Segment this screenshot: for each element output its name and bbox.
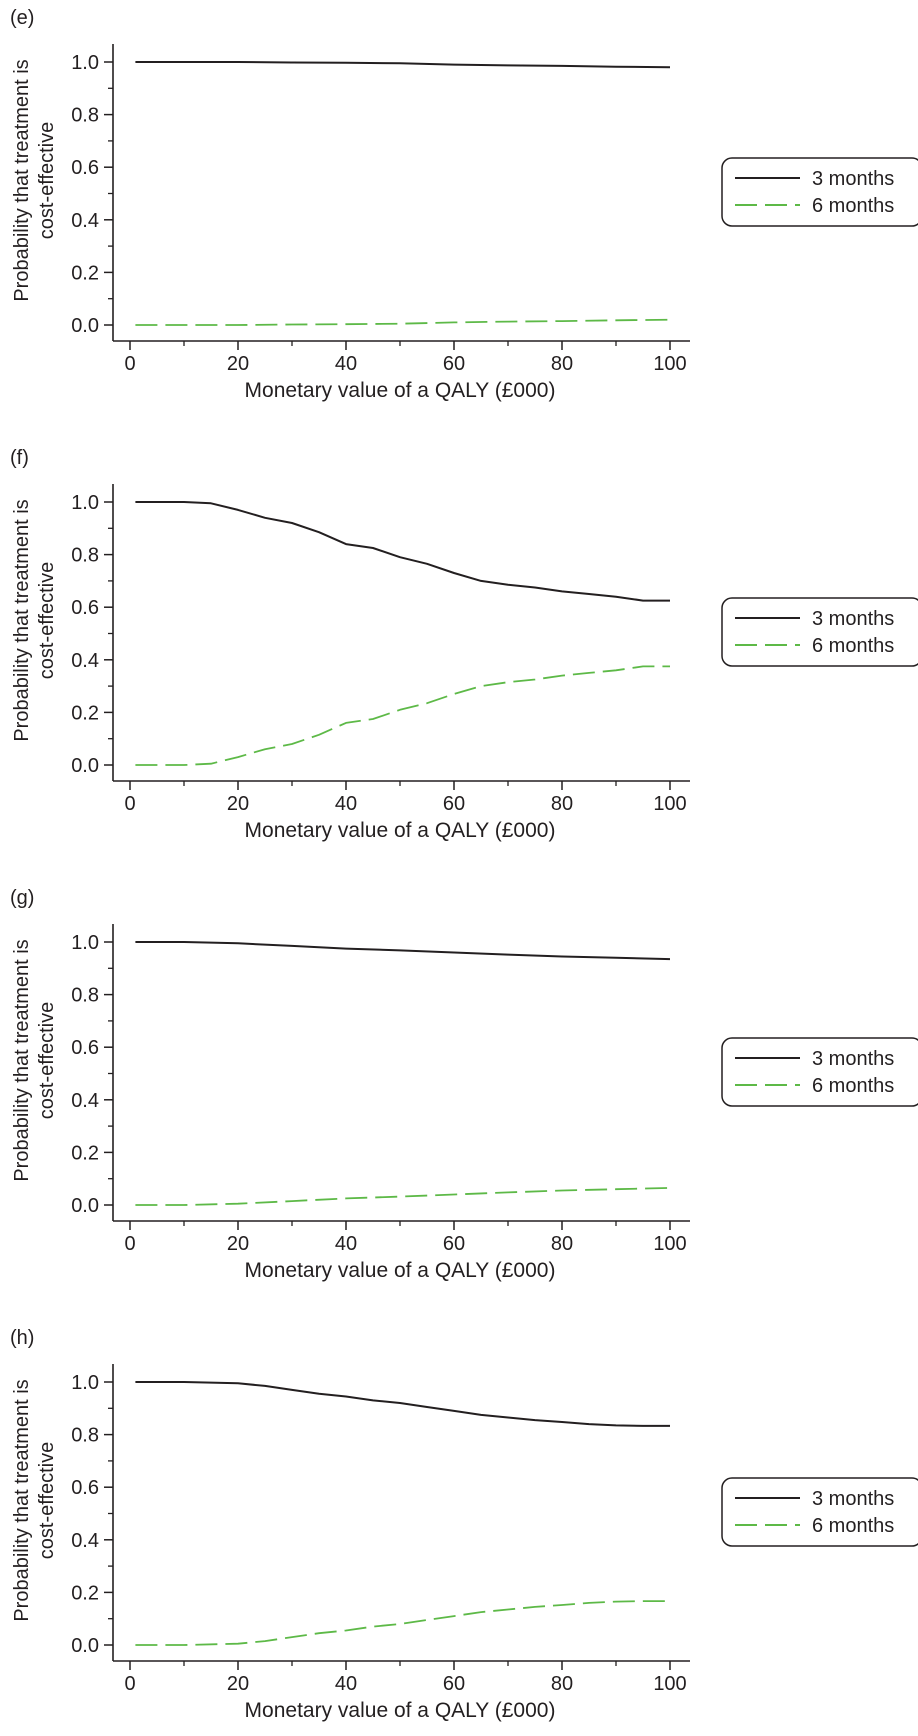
panel-label: (h) bbox=[10, 1327, 34, 1349]
x-tick-label: 20 bbox=[227, 353, 249, 375]
x-tick-label: 80 bbox=[551, 353, 573, 375]
legend-label: 6 months bbox=[812, 1515, 894, 1537]
y-axis-label: Probability that treatment is cost-effect… bbox=[11, 939, 58, 1181]
series-line-3-months bbox=[135, 941, 671, 961]
y-tick-label: 1.0 bbox=[71, 52, 99, 74]
legend-label: 3 months bbox=[812, 608, 894, 630]
y-tick-label: 0.8 bbox=[71, 1425, 99, 1447]
y-tick-label: 0.8 bbox=[71, 985, 99, 1007]
x-tick-label: 100 bbox=[653, 353, 686, 375]
legend-label: 6 months bbox=[812, 1075, 894, 1097]
series-line-6-months bbox=[135, 318, 671, 326]
x-tick-label: 0 bbox=[124, 1233, 135, 1255]
legend-box bbox=[721, 157, 918, 227]
x-tick-label: 40 bbox=[335, 353, 357, 375]
panel-label: (e) bbox=[10, 7, 34, 29]
x-axis-label: Monetary value of a QALY (£000) bbox=[245, 1699, 556, 1722]
y-tick-label: 0.2 bbox=[71, 1582, 99, 1604]
y-axis-label-line: cost-effective bbox=[36, 1002, 58, 1119]
chart-panel-1: (e) 0.0 0.2 0.4 0.6 0.8 1.0 0 20 40 60 80 100 Monetar… bbox=[10, 7, 918, 402]
x-tick-label: 40 bbox=[335, 1673, 357, 1695]
x-tick-label: 0 bbox=[124, 793, 135, 815]
legend-label: 3 months bbox=[812, 1488, 894, 1510]
x-tick-label: 100 bbox=[653, 1233, 686, 1255]
legend-box bbox=[721, 1037, 918, 1107]
x-tick-label: 0 bbox=[124, 353, 135, 375]
panel-label: (f) bbox=[10, 447, 29, 469]
y-axis-label-line: Probability that treatment is bbox=[11, 939, 33, 1181]
legend: 3 months 6 months bbox=[721, 157, 918, 227]
panel-label: (g) bbox=[10, 887, 34, 909]
x-axis-label: Monetary value of a QALY (£000) bbox=[245, 819, 556, 842]
legend-label: 6 months bbox=[812, 195, 894, 217]
y-tick-label: 0.6 bbox=[71, 597, 99, 619]
legend-box bbox=[721, 597, 918, 667]
y-tick-label: 0.6 bbox=[71, 1037, 99, 1059]
y-tick-label: 0.8 bbox=[71, 545, 99, 567]
y-tick-label: 0.2 bbox=[71, 262, 99, 284]
y-axis-label: Probability that treatment is cost-effect… bbox=[11, 499, 58, 741]
x-tick-label: 60 bbox=[443, 793, 465, 815]
y-axis-label-line: cost-effective bbox=[36, 1442, 58, 1559]
x-axis-label: Monetary value of a QALY (£000) bbox=[245, 379, 556, 402]
legend-label: 6 months bbox=[812, 635, 894, 657]
legend-box bbox=[721, 1477, 918, 1547]
x-tick-label: 80 bbox=[551, 793, 573, 815]
legend: 3 months 6 months bbox=[721, 1037, 918, 1107]
x-tick-label: 20 bbox=[227, 1673, 249, 1695]
series-line-6-months bbox=[135, 1187, 671, 1206]
y-tick-label: 0.4 bbox=[71, 650, 99, 672]
y-tick-label: 0.0 bbox=[71, 755, 99, 777]
chart-panel-2: (f) 0.0 0.2 0.4 0.6 0.8 1.0 0 20 40 60 80 100 Monetar… bbox=[10, 447, 918, 842]
y-tick-label: 1.0 bbox=[71, 492, 99, 514]
y-axis-label-line: cost-effective bbox=[36, 562, 58, 679]
series-line-3-months bbox=[135, 1381, 670, 1427]
x-tick-label: 60 bbox=[443, 353, 465, 375]
x-tick-label: 100 bbox=[653, 1673, 686, 1695]
x-tick-label: 80 bbox=[551, 1673, 573, 1695]
x-tick-label: 100 bbox=[653, 793, 686, 815]
x-tick-label: 40 bbox=[335, 793, 357, 815]
y-axis-label-line: Probability that treatment is bbox=[11, 499, 33, 741]
y-axis-label: Probability that treatment is cost-effect… bbox=[11, 1379, 58, 1621]
y-tick-label: 0.4 bbox=[71, 210, 99, 232]
series-line-6-months bbox=[135, 665, 670, 766]
x-tick-label: 40 bbox=[335, 1233, 357, 1255]
y-tick-label: 0.8 bbox=[71, 105, 99, 127]
y-tick-label: 0.2 bbox=[71, 1142, 99, 1164]
x-tick-label: 80 bbox=[551, 1233, 573, 1255]
y-tick-label: 0.6 bbox=[71, 157, 99, 179]
legend-label: 3 months bbox=[812, 1048, 894, 1070]
y-axis-label-line: cost-effective bbox=[36, 122, 58, 239]
y-tick-label: 1.0 bbox=[71, 1372, 99, 1394]
y-tick-label: 0.0 bbox=[71, 1635, 99, 1657]
x-axis-label: Monetary value of a QALY (£000) bbox=[245, 1259, 556, 1282]
x-tick-label: 60 bbox=[443, 1233, 465, 1255]
legend: 3 months 6 months bbox=[721, 597, 918, 667]
y-tick-label: 0.2 bbox=[71, 702, 99, 724]
series-line-6-months bbox=[135, 1600, 670, 1646]
y-tick-label: 1.0 bbox=[71, 932, 99, 954]
y-tick-label: 0.4 bbox=[71, 1530, 99, 1552]
y-tick-label: 0.4 bbox=[71, 1090, 99, 1112]
x-tick-label: 20 bbox=[227, 1233, 249, 1255]
x-tick-label: 0 bbox=[124, 1673, 135, 1695]
series-line-3-months bbox=[135, 61, 671, 69]
chart-panel-4: (h) 0.0 0.2 0.4 0.6 0.8 1.0 0 20 40 60 80 100 Monetar… bbox=[10, 1327, 918, 1722]
legend-label: 3 months bbox=[812, 168, 894, 190]
y-tick-label: 0.0 bbox=[71, 315, 99, 337]
y-axis-label-line: Probability that treatment is bbox=[11, 59, 33, 301]
x-tick-label: 20 bbox=[227, 793, 249, 815]
y-axis-label-line: Probability that treatment is bbox=[11, 1379, 33, 1621]
x-tick-label: 60 bbox=[443, 1673, 465, 1695]
chart-panel-3: (g) 0.0 0.2 0.4 0.6 0.8 1.0 0 20 40 60 80 100 Monetar… bbox=[10, 887, 918, 1282]
series-line-3-months bbox=[135, 501, 670, 602]
y-tick-label: 0.0 bbox=[71, 1195, 99, 1217]
y-tick-label: 0.6 bbox=[71, 1477, 99, 1499]
y-axis-label: Probability that treatment is cost-effect… bbox=[11, 59, 58, 301]
legend: 3 months 6 months bbox=[721, 1477, 918, 1547]
